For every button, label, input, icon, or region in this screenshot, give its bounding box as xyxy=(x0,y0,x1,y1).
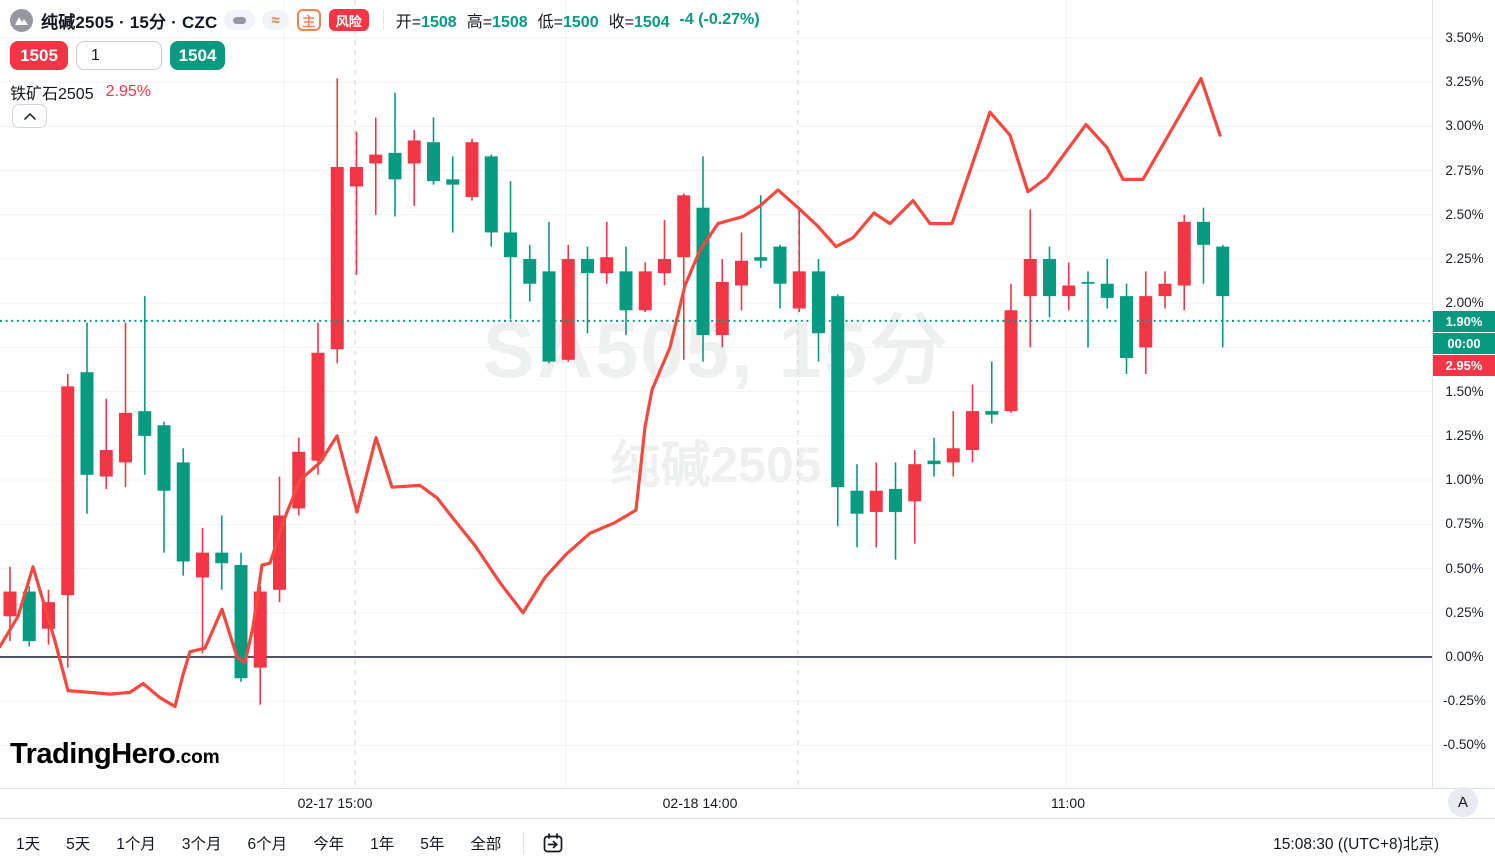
price-tick-label: 2.00% xyxy=(1445,295,1484,311)
sell-price-button[interactable]: 1505 xyxy=(10,41,68,70)
range-button[interactable]: 3个月 xyxy=(181,836,222,853)
range-button[interactable]: 全部 xyxy=(470,836,502,853)
time-tick-label: 11:00 xyxy=(1051,795,1085,811)
range-buttons: 1天 5天 1个月 3个月 6个月 今年 1年 5年 全部 xyxy=(16,832,527,854)
price-tick-label: 3.25% xyxy=(1445,74,1484,90)
time-tick-label: 02-18 14:00 xyxy=(662,795,738,811)
price-tick-label: 1.00% xyxy=(1445,472,1484,488)
go-to-date-button[interactable] xyxy=(542,832,564,854)
range-button[interactable]: 6个月 xyxy=(247,836,288,853)
compare-symbol-label: 铁矿石2505 xyxy=(10,86,94,103)
price-tick-label: 0.25% xyxy=(1445,604,1484,620)
time-tick-label: 02-17 15:00 xyxy=(297,795,373,811)
symbol-title[interactable]: 纯碱2505 · 15分 · CZC xyxy=(41,12,218,32)
range-button[interactable]: 1天 xyxy=(16,836,41,853)
price-tick-label: 2.25% xyxy=(1445,250,1484,266)
header-divider xyxy=(382,10,384,30)
range-button[interactable]: 1年 xyxy=(370,836,395,853)
chart-header: 纯碱2505 · 15分 · CZC ≈ 主 风险 开=1508 高=1508 低=… xyxy=(10,8,760,32)
tradinghero-logo: TradingHero .com xyxy=(10,738,220,771)
price-tick-label: 1.50% xyxy=(1445,383,1484,399)
range-button[interactable]: 5天 xyxy=(66,836,91,853)
ohlc-field: 高=1508 xyxy=(466,14,528,31)
chevron-up-icon xyxy=(23,112,36,120)
bar-style-icon[interactable] xyxy=(224,10,256,30)
compare-badge: 2.95% xyxy=(1433,355,1495,376)
ohlc-field: 收=1504 xyxy=(608,14,670,31)
toolbar-divider xyxy=(523,832,525,854)
auto-scale-button[interactable]: A xyxy=(1448,787,1478,817)
logo-suffix: .com xyxy=(175,747,220,768)
price-badge: 1.90% xyxy=(1433,311,1495,332)
change-value: -4 (-0.27%) xyxy=(679,11,760,28)
countdown-badge: 00:00 xyxy=(1433,333,1495,354)
collapse-legend-button[interactable] xyxy=(12,104,47,128)
ohlc-readout: 开=1508 高=1508 低=1500 收=1504 -4 (-0.27%) xyxy=(396,8,760,32)
range-button[interactable]: 1个月 xyxy=(116,836,156,853)
price-tick-label: 3.50% xyxy=(1445,29,1484,45)
range-button[interactable]: 今年 xyxy=(313,836,345,853)
compare-legend[interactable]: 铁矿石2505 2.95% xyxy=(10,80,151,104)
range-button[interactable]: 5年 xyxy=(420,836,445,853)
quantity-input[interactable] xyxy=(76,41,162,70)
logo-text: TradingHero xyxy=(10,738,176,770)
price-tick-label: 3.00% xyxy=(1445,118,1484,134)
price-tick-label: 0.50% xyxy=(1445,560,1484,576)
price-tick-label: 0.75% xyxy=(1445,516,1484,532)
buy-price-button[interactable]: 1504 xyxy=(170,41,225,70)
symbol-logo-icon[interactable] xyxy=(10,8,33,32)
range-toolbar: 1天 5天 1个月 3个月 6个月 今年 1年 5年 全部 15:08:30 ((UTC+8)北… xyxy=(0,818,1495,867)
price-tick-label: -0.50% xyxy=(1443,737,1486,753)
price-tick-label: 0.00% xyxy=(1445,649,1484,664)
calendar-arrow-icon xyxy=(544,833,563,853)
order-row: 1505 1504 xyxy=(10,41,225,70)
price-tick-label: -0.25% xyxy=(1443,693,1486,709)
time-axis[interactable]: A 02-17 15:00 02-18 14:00 11:00 xyxy=(0,787,1495,818)
price-tick-label: 2.50% xyxy=(1445,206,1484,222)
price-axis[interactable]: 3.50% 3.25% 3.00% 2.75% 2.50% 2.25% 2.00% 1.50%… xyxy=(1432,0,1495,788)
ohlc-field: 低=1500 xyxy=(537,14,599,31)
ohlc-field: 开=1508 xyxy=(395,14,457,31)
risk-badge[interactable]: 风险 xyxy=(328,9,369,31)
compare-change-value: 2.95% xyxy=(105,83,151,100)
price-tick-label: 2.75% xyxy=(1445,162,1484,178)
price-tick-label: 1.25% xyxy=(1445,427,1484,443)
chart-canvas[interactable] xyxy=(0,0,1432,788)
compare-approx-icon[interactable]: ≈ xyxy=(262,10,289,30)
main-contract-badge[interactable]: 主 xyxy=(296,9,321,31)
clock-label: 15:08:30 ((UTC+8)北京) xyxy=(1273,836,1439,853)
